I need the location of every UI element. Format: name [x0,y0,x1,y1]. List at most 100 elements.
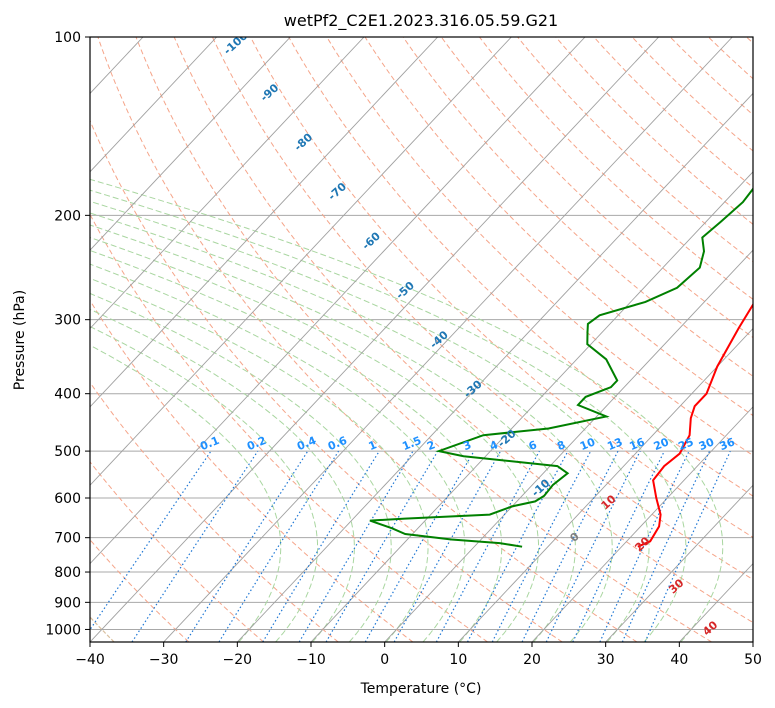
mixing-ratio-label: 0.2 [245,434,268,453]
mixing-ratio-label: 2 [425,438,437,453]
x-axis-label: Temperature (°C) [360,681,482,697]
mixing-ratio-line [644,450,731,642]
mixing-ratio-line [218,450,340,642]
dry-adiabat-line [517,37,753,263]
mixing-ratio-label: 0.6 [326,434,349,453]
x-tick-label: 40 [670,652,688,668]
mixing-ratio-line [185,450,309,642]
moist-adiabat-line [90,178,724,642]
dry-adiabat-label: -70 [326,180,350,203]
moist-adiabat-line [90,236,539,642]
mixing-ratio-line [325,450,439,642]
isotherms [0,37,753,642]
dry-adiabat-label: -80 [292,130,316,153]
mixing-ratio-label: 1.5 [400,434,423,453]
x-tick-label: 10 [449,652,467,668]
mixing-ratio-label: 10 [578,435,597,453]
isotherm-line [90,37,512,486]
dry-adiabat-line [288,37,753,497]
y-tick-label: 700 [54,531,81,547]
x-tick-label: −10 [296,652,326,668]
mixing-ratio-line [621,450,711,642]
dry-adiabat-label: -10 [529,476,553,499]
dry-adiabat-line [90,119,563,642]
mixing-ratio-line [545,450,641,642]
dry-adiabat-line [593,37,753,189]
dry-adiabat-line [326,37,753,457]
y-axis-ticks: 100 200 300 400 500 600 700 800 900 1000 [45,30,90,638]
isotherm-line [90,37,291,251]
y-tick-label: 200 [54,208,81,224]
isotherm-line [679,562,753,642]
moist-adiabats [90,178,724,642]
isotherm-line [90,37,586,565]
x-axis-ticks: −40 −30 −20 −10 0 10 20 30 40 50 [75,642,762,668]
mixing-ratio-line [262,450,380,642]
mixing-ratio-label: 8 [555,438,567,453]
mixing-ratio-label: 1 [367,438,379,453]
dry-adiabat-line [211,37,753,581]
y-tick-label: 100 [54,30,81,46]
isotherm-line [90,37,660,642]
dry-adiabat-line [90,299,414,642]
y-tick-label: 300 [54,313,81,329]
y-tick-label: 900 [54,595,81,611]
isotherm-line [310,171,753,642]
x-tick-label: 50 [744,652,762,668]
dry-adiabat-line [402,37,753,377]
dry-adiabat-line [440,37,753,339]
mixing-ratio-line [364,450,475,642]
y-tick-label: 800 [54,565,81,581]
dry-adiabat-line [708,37,753,80]
dry-adiabat-label: 10 [599,492,619,512]
mixing-ratio-label: 16 [627,435,646,453]
isotherm-line [531,406,753,642]
dry-adiabat-line [90,213,488,642]
moist-adiabat-line [90,326,318,642]
isotherm-line [0,37,69,642]
isotherm-line [163,37,733,642]
dry-adiabat-line [90,461,264,642]
y-tick-label: 1000 [45,622,81,638]
moist-adiabat-line [90,249,503,642]
mixing-ratio-label: 36 [718,435,737,453]
mixing-ratio-label: 25 [676,435,695,453]
isotherm-line [90,37,365,330]
y-tick-label: 600 [54,491,81,507]
mixing-ratio-label: 0.4 [295,434,318,453]
isotherm-line [752,641,753,642]
mixing-ratio-line [521,450,619,642]
mixing-ratio-label: 13 [605,435,624,453]
y-tick-label: 500 [54,444,81,460]
dry-adiabat-line [135,37,712,642]
moist-adiabat-line [90,344,282,642]
chart-title: wetPf2_C2E1.2023.316.05.59.G21 [284,11,558,31]
dry-adiabat-line [97,37,638,642]
plot-frame [89,36,754,643]
dry-adiabat-label: -30 [461,377,485,400]
dry-adiabat-line [479,37,753,300]
y-tick-label: 400 [54,387,81,403]
moist-adiabat-line [90,200,650,642]
isotherm-line [237,92,753,642]
dry-adiabat-line [746,37,753,44]
dry-adiabat-label: 40 [700,618,720,638]
series-lines [369,187,753,548]
moist-adiabat-line [90,224,576,642]
moist-adiabat-line [90,277,429,642]
x-tick-label: −30 [149,652,179,668]
mixing-ratio-line [393,450,502,642]
mixing-ratio-line [435,450,540,642]
dewpoint-line [369,187,753,548]
moist-adiabat-line [90,189,687,642]
mixing-ratio-line [90,450,212,631]
mixing-ratio-label: 20 [652,435,671,453]
x-tick-label: 20 [523,652,541,668]
plot-area: 0.1 0.2 0.4 0.6 1 1.5 2 3 4 6 8 10 13 16 20 25 30 36-100-… [0,37,753,642]
dry-adiabat-line [173,37,753,624]
moist-adiabat-line [90,292,392,642]
temperature-line [637,302,753,548]
line-labels: 0.1 0.2 0.4 0.6 1 1.5 2 3 4 6 8 10 13 16 20 25 30 36-100-… [198,37,737,638]
y-axis-label: Pressure (hPa) [12,290,28,390]
isotherm-line [90,37,218,173]
